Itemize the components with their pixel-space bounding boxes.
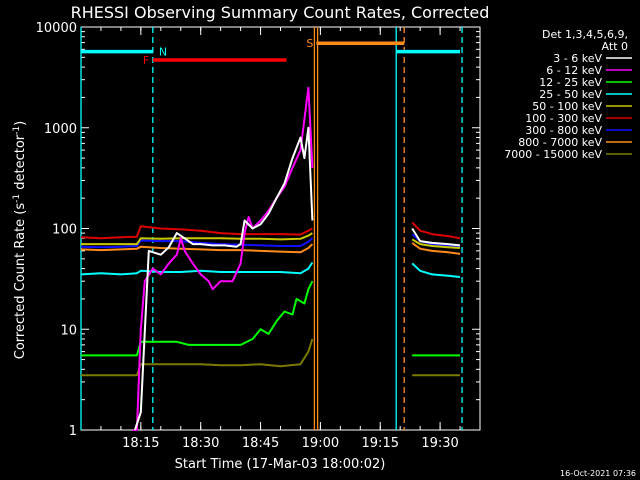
flag-label-S: S	[306, 37, 313, 50]
legend-entry-label: 50 - 100 keV	[532, 100, 602, 113]
x-axis-label: Start Time (17-Mar-03 18:00:02)	[175, 457, 386, 472]
x-tick-label: 18:45	[242, 436, 279, 451]
y-tick-label: 10	[60, 323, 77, 338]
y-tick-label: 1	[69, 424, 77, 439]
series-line-25-50-keV	[411, 262, 461, 278]
legend-header-line: Det 1,3,4,5,6,9,	[542, 28, 628, 41]
series-line-3-6-keV	[133, 126, 314, 431]
x-tick-label: 19:30	[421, 436, 458, 451]
series-line-7000-15000-keV	[81, 338, 314, 377]
series-line-12-25-keV	[81, 280, 314, 357]
series-line-300-800-keV	[80, 237, 314, 249]
x-tick-label: 19:15	[362, 436, 399, 451]
x-tick-label: 18:30	[182, 436, 219, 451]
legend-entry-label: 3 - 6 keV	[553, 52, 602, 65]
series-line-6-12-keV	[132, 86, 314, 431]
y-tick-label: 10000	[36, 21, 77, 36]
series-line-800-7000-keV	[80, 243, 314, 254]
legend-entry-label: 800 - 7000 keV	[518, 136, 602, 149]
series-line-25-50-keV	[80, 261, 314, 276]
flag-label-F: F	[143, 54, 149, 67]
svg-text:Corrected Count Rate (s-1 dete: Corrected Count Rate (s-1 detector-1)	[12, 121, 28, 359]
y-tick-label: 100	[52, 223, 77, 238]
series-line-3-6-keV	[411, 227, 461, 247]
legend-entry-label: 6 - 12 keV	[546, 64, 602, 77]
flag-label-N: N	[159, 46, 167, 59]
plot-area: 1 10 100 1000 10000 18:15 18:30 18:45 19:00 19:15…	[36, 21, 481, 451]
series-line-50-100-keV	[411, 238, 461, 249]
legend-entry-label: 12 - 25 keV	[539, 76, 602, 89]
timestamp-label: 16-Oct-2021 07:36	[560, 469, 636, 478]
legend-entry-label: 100 - 300 keV	[525, 112, 602, 125]
series-line-100-300-keV	[411, 221, 461, 240]
y-axis-label: Corrected Count Rate (s-1 detector-1)	[12, 121, 28, 359]
legend-header-line: Att 0	[602, 40, 628, 53]
legend-entry-label: 25 - 50 keV	[539, 88, 602, 101]
legend-entry-label: 7000 - 15000 keV	[504, 148, 602, 161]
legend-entry-label: 300 - 800 keV	[525, 124, 602, 137]
x-tick-label: 19:00	[302, 436, 339, 451]
y-tick-label: 1000	[44, 122, 77, 137]
x-tick-label: 18:15	[122, 436, 159, 451]
chart-title: RHESSI Observing Summary Count Rates, Co…	[71, 3, 490, 22]
series-line-100-300-keV	[80, 225, 313, 240]
series-line-50-100-keV	[81, 232, 313, 246]
series-line-800-7000-keV	[411, 242, 461, 255]
